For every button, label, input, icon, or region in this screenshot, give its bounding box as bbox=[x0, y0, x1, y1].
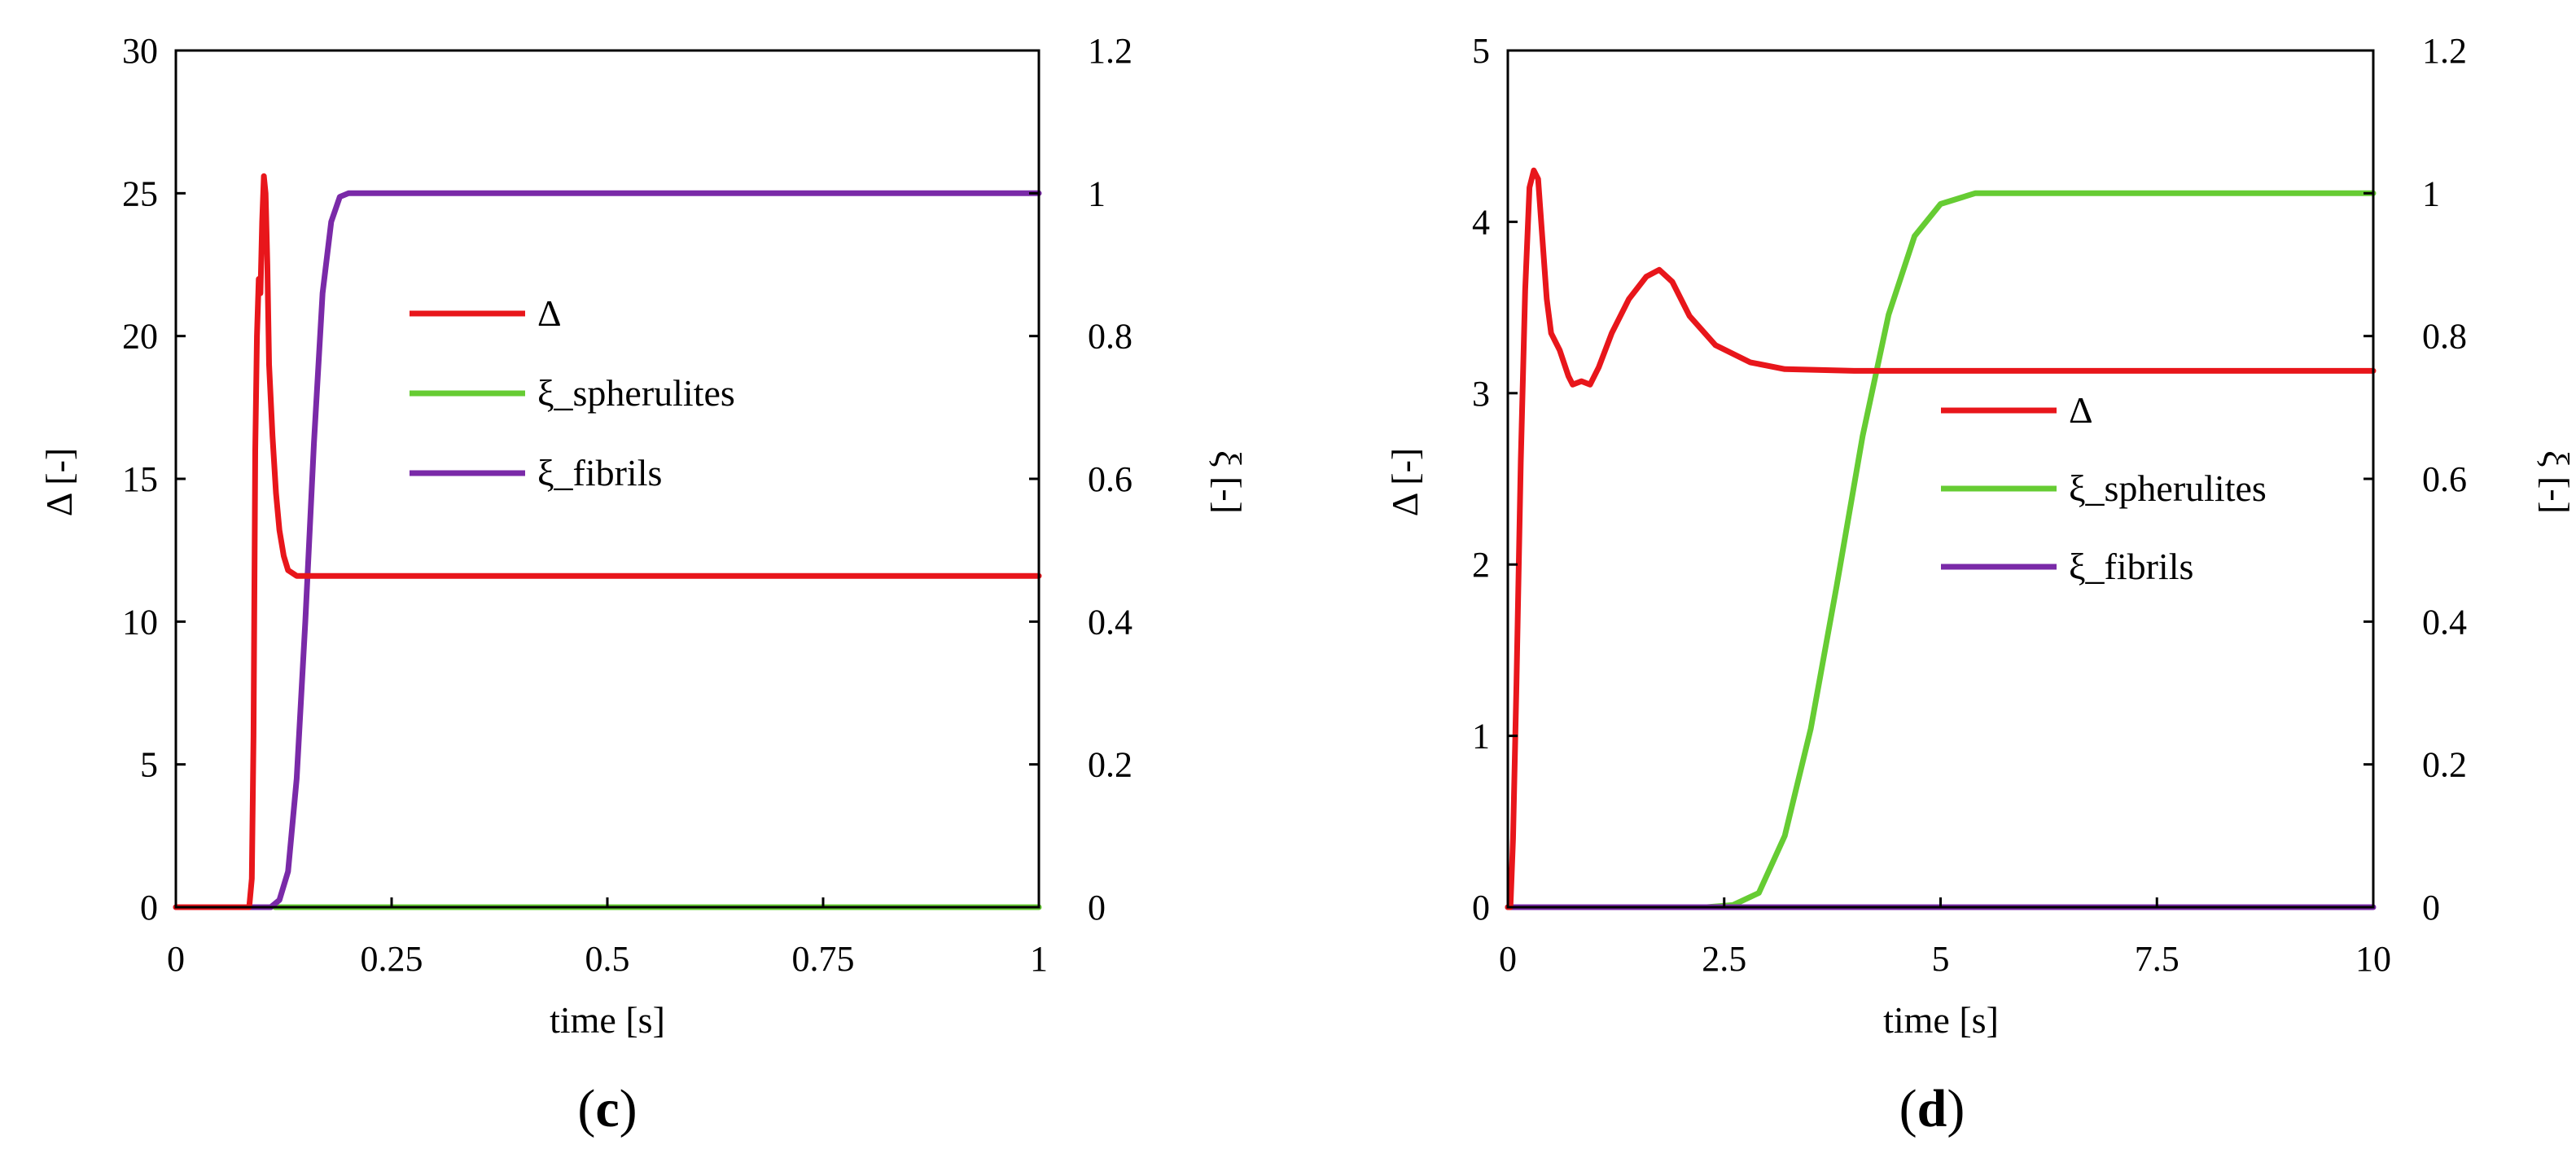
y-tick-label-left: 25 bbox=[122, 173, 158, 213]
y-axis-title-right: ξ [-] bbox=[1207, 450, 1249, 514]
x-axis-title: time [s] bbox=[550, 999, 665, 1041]
y-tick-label-right: 0.6 bbox=[1088, 459, 1132, 499]
y-tick-label-right: 0.4 bbox=[2422, 602, 2467, 642]
x-tick-label: 10 bbox=[2355, 939, 2391, 979]
chart-panel-d: 0 2.5 5 7.5 10 0 1 2 3 4 5 0 0.2 0.4 0.6 0.8 1 1.2 time [… bbox=[1384, 31, 2576, 1138]
y-tick-label-left: 4 bbox=[1472, 202, 1490, 242]
y-tick-label-left: 30 bbox=[122, 31, 158, 71]
axes-c bbox=[174, 49, 1040, 909]
y-tick-label-left: 1 bbox=[1472, 717, 1490, 757]
legend-label-fibrils: ξ_fibrils bbox=[2069, 546, 2193, 587]
panel-label-d: (d) bbox=[1899, 1079, 1965, 1138]
y-tick-label-left: 0 bbox=[1472, 888, 1490, 928]
y-tick-label-right: 0.4 bbox=[1088, 602, 1132, 642]
y-tick-label-right: 1.2 bbox=[1088, 31, 1132, 71]
chart-panel-c: 0 0.25 0.5 0.75 105101520253000.20.40.60.811… bbox=[38, 31, 1249, 1138]
y-tick-label-left: 5 bbox=[1472, 31, 1490, 71]
series-line-spherulites bbox=[1505, 190, 2377, 910]
tick-labels-d: 0 2.5 5 7.5 10 0 1 2 3 4 5 0 0.2 0.4 0.6 0.8 1 1.2 bbox=[1472, 31, 2467, 979]
y-tick-label-left: 2 bbox=[1472, 545, 1490, 585]
legend-label-delta: Δ bbox=[537, 292, 562, 334]
x-tick-label: 0 bbox=[1499, 939, 1517, 979]
legend-label-spherulites: ξ_spherulites bbox=[2069, 467, 2267, 509]
y-tick-label-right: 0.2 bbox=[1088, 745, 1132, 785]
x-tick-label: 2.5 bbox=[1702, 939, 1746, 979]
x-tick-label: 5 bbox=[1932, 939, 1950, 979]
y-tick-label-left: 20 bbox=[122, 317, 158, 357]
series-lines-c bbox=[173, 173, 1042, 910]
series-line-delta bbox=[1505, 167, 2377, 910]
x-tick-label: 0.75 bbox=[792, 939, 855, 979]
legend-label-delta: Δ bbox=[2069, 389, 2093, 431]
y-tick-label-left: 15 bbox=[122, 459, 158, 499]
tick-labels-c: 0 0.25 0.5 0.75 105101520253000.20.40.60.811… bbox=[122, 31, 1132, 979]
y-tick-label-right: 0 bbox=[2422, 888, 2440, 928]
y-tick-label-left: 0 bbox=[140, 888, 158, 928]
y-tick-label-right: 0.8 bbox=[1088, 317, 1132, 357]
series-line-delta bbox=[173, 173, 1042, 910]
y-tick-label-right: 1 bbox=[2422, 173, 2440, 213]
y-tick-label-right: 1.2 bbox=[2422, 31, 2467, 71]
legend: Δ ξ_spherulites ξ_fibrils bbox=[1941, 389, 2267, 587]
x-axis-title: time [s] bbox=[1883, 999, 1999, 1041]
legend-label-spherulites: ξ_spherulites bbox=[537, 372, 735, 414]
y-tick-label-right: 1 bbox=[1088, 173, 1106, 213]
y-tick-label-left: 5 bbox=[140, 745, 158, 785]
y-axis-title-left: Δ [-] bbox=[1384, 448, 1426, 517]
y-tick-label-left: 10 bbox=[122, 602, 158, 642]
x-tick-label: 7.5 bbox=[2135, 939, 2180, 979]
legend: Δ ξ_spherulites ξ_fibrils bbox=[410, 292, 735, 493]
legend-label-fibrils: ξ_fibrils bbox=[537, 452, 662, 493]
y-tick-label-right: 0.8 bbox=[2422, 317, 2467, 357]
x-tick-label: 0.25 bbox=[361, 939, 423, 979]
panel-label-c: (c) bbox=[577, 1079, 637, 1138]
axes-d bbox=[1506, 49, 2375, 909]
x-tick-label: 0 bbox=[167, 939, 185, 979]
y-tick-label-right: 0 bbox=[1088, 888, 1106, 928]
series-line-fibrils bbox=[173, 190, 1042, 910]
y-axis-title-right: ξ [-] bbox=[2535, 450, 2576, 514]
y-tick-label-left: 3 bbox=[1472, 374, 1490, 414]
x-tick-label: 1 bbox=[1030, 939, 1048, 979]
y-tick-label-right: 0.6 bbox=[2422, 459, 2467, 499]
x-tick-label: 0.5 bbox=[585, 939, 630, 979]
y-axis-title-left: Δ [-] bbox=[38, 448, 80, 517]
y-tick-label-right: 0.2 bbox=[2422, 745, 2467, 785]
series-lines-d bbox=[1505, 167, 2377, 910]
